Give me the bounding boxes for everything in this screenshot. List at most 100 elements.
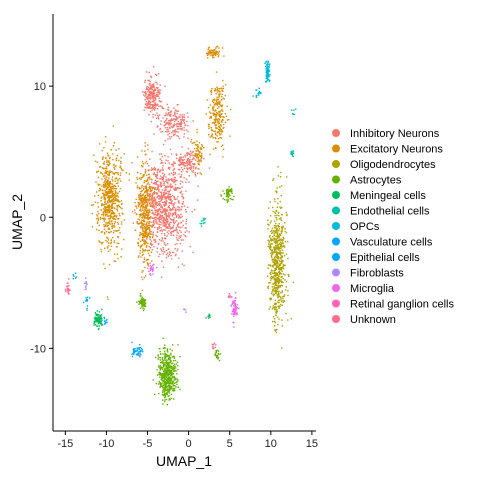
data-point bbox=[207, 51, 209, 53]
data-point bbox=[143, 233, 145, 235]
data-point bbox=[110, 245, 113, 247]
data-point bbox=[152, 199, 154, 201]
data-point bbox=[170, 234, 172, 236]
data-point bbox=[211, 52, 213, 54]
data-point bbox=[257, 92, 260, 94]
data-point bbox=[161, 230, 164, 232]
data-point bbox=[277, 277, 280, 279]
data-point bbox=[147, 102, 150, 104]
data-point bbox=[155, 87, 158, 89]
data-point bbox=[280, 292, 282, 294]
data-point bbox=[149, 199, 151, 201]
data-point bbox=[141, 300, 143, 302]
data-point bbox=[280, 213, 283, 216]
data-point bbox=[169, 148, 172, 151]
data-point bbox=[147, 242, 149, 245]
data-point bbox=[108, 190, 110, 192]
data-point bbox=[166, 368, 169, 370]
data-point bbox=[167, 183, 169, 185]
data-point bbox=[142, 188, 145, 191]
data-point bbox=[96, 319, 98, 322]
data-point bbox=[270, 255, 273, 257]
data-point bbox=[152, 234, 154, 236]
data-point bbox=[212, 49, 214, 52]
data-point bbox=[111, 199, 113, 202]
data-point bbox=[149, 197, 151, 200]
data-point bbox=[227, 190, 230, 193]
data-point bbox=[270, 245, 272, 248]
data-point bbox=[106, 186, 108, 188]
data-point bbox=[273, 258, 275, 260]
data-point bbox=[200, 173, 203, 176]
data-point bbox=[148, 245, 150, 248]
data-point bbox=[200, 223, 203, 225]
data-point bbox=[104, 199, 107, 201]
data-point bbox=[183, 233, 185, 236]
data-point bbox=[135, 205, 137, 207]
data-point bbox=[152, 198, 154, 200]
data-point bbox=[144, 201, 146, 203]
data-point bbox=[112, 185, 115, 188]
data-point bbox=[278, 281, 280, 284]
data-point bbox=[233, 308, 235, 310]
data-point bbox=[158, 189, 160, 191]
data-point bbox=[163, 225, 165, 227]
data-point bbox=[142, 215, 145, 217]
data-point bbox=[180, 222, 182, 224]
data-point bbox=[276, 260, 278, 263]
data-point bbox=[151, 265, 154, 267]
data-point bbox=[277, 257, 280, 259]
data-point bbox=[156, 87, 159, 90]
data-point bbox=[166, 103, 168, 106]
data-point bbox=[275, 229, 278, 231]
data-point bbox=[164, 208, 166, 210]
data-point bbox=[144, 103, 147, 105]
data-point bbox=[279, 284, 281, 287]
data-point bbox=[279, 233, 281, 235]
data-point bbox=[174, 112, 176, 115]
data-point bbox=[275, 284, 278, 287]
data-point bbox=[156, 126, 158, 128]
data-point bbox=[106, 212, 108, 214]
data-point bbox=[207, 57, 209, 59]
data-point bbox=[182, 239, 184, 241]
data-point bbox=[187, 160, 190, 163]
data-point bbox=[265, 61, 267, 64]
data-point bbox=[161, 260, 163, 262]
data-point bbox=[157, 91, 159, 93]
data-point bbox=[141, 202, 143, 204]
data-point bbox=[275, 290, 278, 293]
data-point bbox=[149, 185, 151, 188]
data-point bbox=[105, 206, 107, 209]
data-point bbox=[156, 247, 158, 249]
data-point bbox=[172, 226, 174, 228]
data-point bbox=[179, 226, 181, 229]
data-point bbox=[271, 227, 274, 230]
data-point bbox=[270, 247, 272, 249]
data-point bbox=[280, 298, 282, 300]
data-point bbox=[158, 218, 160, 220]
data-point bbox=[154, 219, 157, 221]
data-point bbox=[146, 221, 148, 223]
data-point bbox=[142, 270, 144, 272]
data-point bbox=[121, 212, 123, 214]
data-point bbox=[82, 301, 85, 304]
data-point bbox=[142, 199, 145, 201]
data-point bbox=[178, 210, 180, 212]
data-point bbox=[183, 121, 186, 124]
data-point bbox=[218, 115, 221, 118]
data-point bbox=[146, 103, 149, 105]
data-point bbox=[156, 171, 159, 174]
data-point bbox=[149, 158, 151, 160]
data-point bbox=[173, 124, 175, 126]
data-point bbox=[274, 230, 276, 232]
data-point bbox=[274, 246, 276, 249]
data-point bbox=[163, 362, 165, 364]
data-point bbox=[268, 246, 270, 248]
data-point bbox=[196, 199, 199, 201]
data-point bbox=[165, 213, 167, 215]
data-point bbox=[67, 292, 69, 294]
data-point bbox=[173, 162, 175, 164]
data-point bbox=[211, 122, 213, 124]
data-point bbox=[110, 189, 112, 191]
